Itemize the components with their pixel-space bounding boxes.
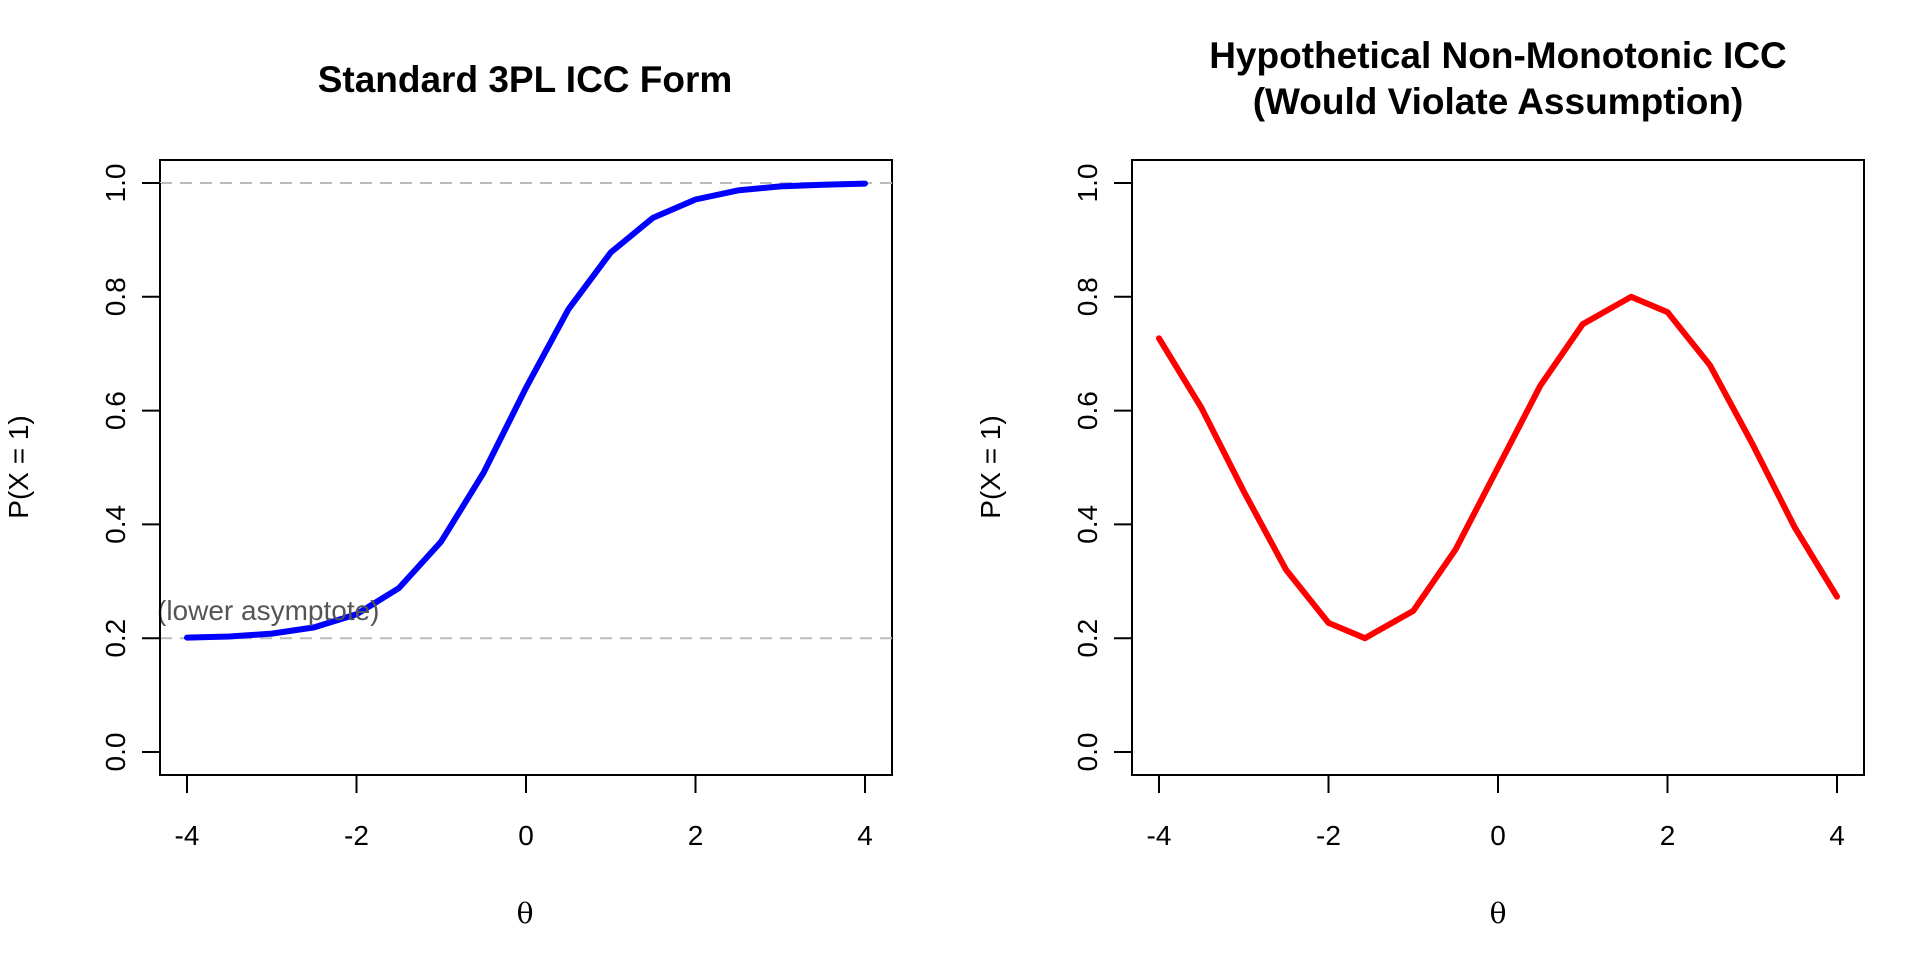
left-chart-panel: Standard 3PL ICC Form (lower asymptote) … [3,59,893,930]
y-axis-label: P(X = 1) [975,415,1006,518]
y-tick-label: 0.0 [100,733,131,772]
x-tick-label: 4 [857,820,873,851]
y-tick-label: 0.2 [1072,619,1103,658]
y-tick-label: 0.4 [1072,505,1103,544]
x-tick-label: -4 [1147,820,1172,851]
y-tick-label: 0.0 [1072,733,1103,772]
x-tick-label: 0 [1490,820,1506,851]
y-tick-label: 0.8 [1072,277,1103,316]
y-tick-label: 0.2 [100,619,131,658]
y-tick-label: 0.4 [100,505,131,544]
x-tick-label: 0 [518,820,534,851]
y-tick-label: 0.6 [100,391,131,430]
y-tick-label: 1.0 [100,164,131,203]
chart-title-line-1: Hypothetical Non-Monotonic ICC [1209,35,1787,76]
chart-title-line-2: (Would Violate Assumption) [1253,81,1744,122]
x-tick-label: -2 [344,820,369,851]
x-axis-label: θ [1490,897,1507,930]
right-chart-panel: Hypothetical Non-Monotonic ICC (Would Vi… [975,35,1865,930]
y-tick-label: 0.8 [100,277,131,316]
annotation-0: (lower asymptote) [157,595,380,626]
x-tick-label: 2 [1660,820,1676,851]
y-axis-label: P(X = 1) [3,415,34,518]
plot-frame [159,159,893,776]
x-tick-label: 4 [1829,820,1845,851]
series-line-0 [184,180,868,641]
y-tick-label: 1.0 [1072,164,1103,203]
series-line-0 [1156,293,1840,642]
x-axis-label: θ [517,897,534,930]
y-tick-label: 0.6 [1072,391,1103,430]
x-tick-label: -4 [175,820,200,851]
x-tick-label: 2 [688,820,704,851]
chart-title: Standard 3PL ICC Form [318,59,733,100]
x-tick-label: -2 [1316,820,1341,851]
